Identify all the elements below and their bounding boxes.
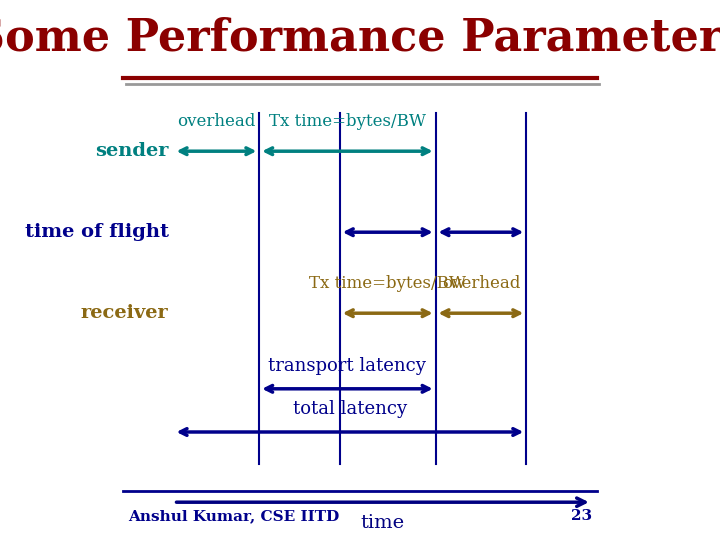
Text: receiver: receiver	[81, 304, 168, 322]
Text: sender: sender	[95, 142, 168, 160]
Text: transport latency: transport latency	[269, 357, 426, 375]
Text: total latency: total latency	[293, 400, 407, 418]
Text: time: time	[361, 514, 405, 532]
Text: 23: 23	[570, 509, 592, 523]
Text: Some Performance Parameters: Some Performance Parameters	[0, 16, 720, 59]
Text: Anshul Kumar, CSE IITD: Anshul Kumar, CSE IITD	[128, 509, 340, 523]
Text: overhead: overhead	[177, 113, 256, 130]
Text: overhead: overhead	[441, 275, 520, 292]
Text: time of flight: time of flight	[24, 223, 168, 241]
Text: Tx time=bytes/BW: Tx time=bytes/BW	[309, 275, 466, 292]
Text: Tx time=bytes/BW: Tx time=bytes/BW	[269, 113, 426, 130]
